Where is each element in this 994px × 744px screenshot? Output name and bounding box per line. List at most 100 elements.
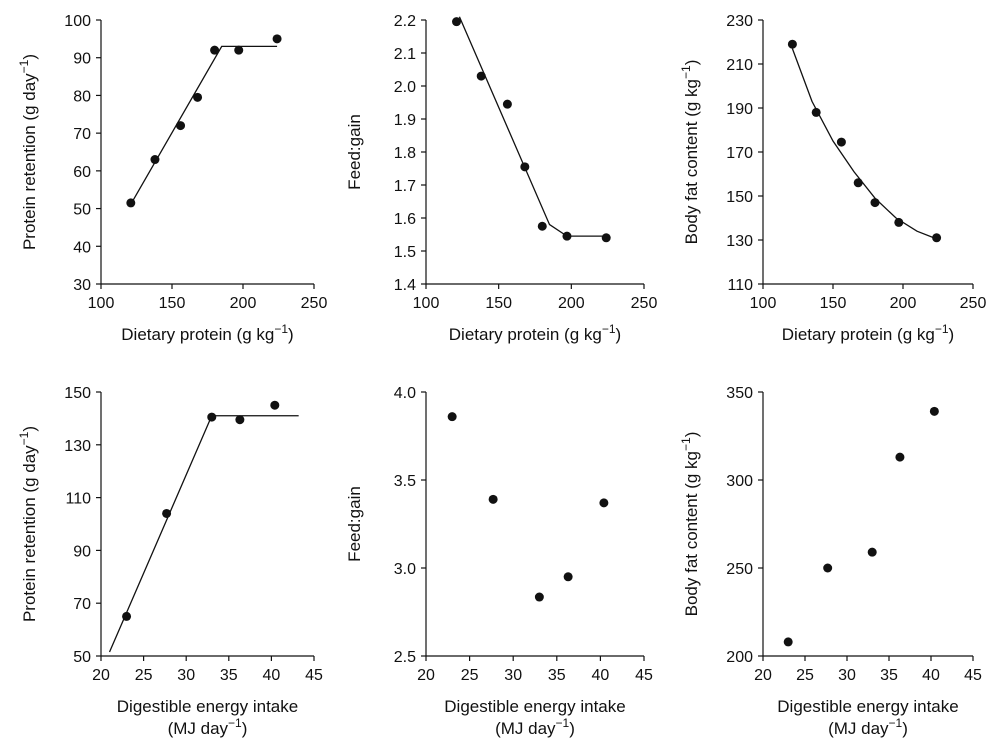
- y-tick-label: 2.5: [394, 649, 416, 666]
- x-tick-label: 45: [964, 667, 982, 684]
- y-axis-title-exponent: −1: [17, 431, 31, 445]
- y-tick-label: 130: [64, 438, 91, 455]
- chart-panel-3: 100 150 200 250 110 130 150 170 190 210 230 Dietary…: [679, 13, 986, 344]
- x-tick-label: 25: [796, 667, 814, 684]
- y-axis-title-exponent: −1: [17, 59, 31, 73]
- data-point: [488, 494, 498, 504]
- y-tick-label: 2.0: [394, 79, 416, 96]
- data-point: [783, 637, 793, 647]
- y-tick-label: 1.9: [394, 112, 416, 129]
- y-tick-label: 200: [726, 649, 753, 666]
- data-point: [599, 498, 609, 508]
- x-tick-label: 200: [890, 295, 917, 312]
- x-axis-title-text: Dietary protein (g kg: [782, 325, 935, 344]
- y-tick-label: 1.4: [394, 277, 416, 294]
- x-tick-label: 35: [880, 667, 898, 684]
- fit-line: [791, 48, 937, 240]
- data-point: [270, 400, 280, 410]
- y-tick-label: 230: [726, 13, 753, 30]
- y-axis-title-text: Body fat content (g kg: [682, 451, 701, 616]
- y-tick-label: 30: [73, 277, 91, 294]
- y-tick-label: 50: [73, 202, 91, 219]
- x-axis-title-exponent: −1: [935, 322, 949, 336]
- x-axis-title: Digestible energy intake: [117, 697, 298, 716]
- data-point: [452, 17, 462, 27]
- x-axis-title-line2-exponent: −1: [228, 716, 242, 730]
- x-tick-label: 30: [838, 667, 856, 684]
- x-tick-label: 200: [558, 295, 585, 312]
- data-point: [162, 508, 172, 518]
- x-axis-title-line2: (MJ day−1): [495, 716, 575, 738]
- y-axis-title-text: Body fat content (g kg: [682, 79, 701, 244]
- x-tick-label: 40: [592, 667, 610, 684]
- x-tick-label: 250: [960, 295, 987, 312]
- data-point: [476, 71, 486, 81]
- data-point: [894, 217, 904, 227]
- data-point: [235, 415, 245, 425]
- chart-panel-2: 100 150 200 250 1.4 1.5 1.6 1.7 1.8 1.9 2.0 2.1 2.2 D…: [345, 13, 657, 344]
- data-point: [193, 92, 203, 102]
- x-axis-title-line2-exponent: −1: [556, 716, 570, 730]
- y-tick-label: 150: [64, 385, 91, 402]
- x-axis-title-text: Dietary protein (g kg: [121, 325, 274, 344]
- data-point: [534, 592, 544, 602]
- x-tick-label: 150: [159, 295, 186, 312]
- x-axis-title-exponent: −1: [274, 322, 288, 336]
- x-axis-title-line2: (MJ day−1): [168, 716, 248, 738]
- y-tick-label: 80: [73, 88, 91, 105]
- x-tick-label: 250: [631, 295, 658, 312]
- y-tick-label: 130: [726, 233, 753, 250]
- data-point: [126, 198, 136, 208]
- y-tick-label: 3.0: [394, 561, 416, 578]
- y-axis-title-text: Protein retention (g day: [20, 73, 39, 250]
- x-tick-label: 45: [635, 667, 653, 684]
- data-point: [210, 45, 220, 55]
- y-tick-label: 90: [73, 543, 91, 560]
- x-axis-title: Dietary protein (g kg−1): [449, 322, 621, 344]
- x-axis-title-line2-close: ): [569, 719, 575, 738]
- x-tick-label: 250: [301, 295, 328, 312]
- data-point: [811, 107, 821, 117]
- x-axis-title: Dietary protein (g kg−1): [782, 322, 954, 344]
- y-tick-label: 1.5: [394, 244, 416, 261]
- x-tick-label: 20: [92, 667, 110, 684]
- y-tick-label: 350: [726, 385, 753, 402]
- chart-panel-1: 100 150 200 250 30 40 50 60 70 80 90 100 Dietary pro…: [17, 13, 327, 344]
- x-axis-title-close: ): [616, 325, 622, 344]
- y-tick-label: 4.0: [394, 385, 416, 402]
- x-tick-label: 100: [750, 295, 777, 312]
- x-axis-title-line2-exponent: −1: [889, 716, 903, 730]
- x-axis-title-text: Digestible energy intake: [444, 697, 625, 716]
- y-tick-label: 3.5: [394, 473, 416, 490]
- x-tick-label: 20: [417, 667, 435, 684]
- x-tick-label: 30: [177, 667, 195, 684]
- data-point: [787, 39, 797, 49]
- y-axis-title: Protein retention (g day−1): [17, 426, 39, 622]
- x-tick-label: 25: [461, 667, 479, 684]
- x-tick-label: 45: [305, 667, 323, 684]
- data-point: [520, 162, 530, 172]
- y-axis-title-close: ): [20, 54, 39, 60]
- chart-panel-5: 20 25 30 35 40 45 2.5 3.0 3.5 4.0 Digestible energ…: [345, 385, 653, 738]
- x-tick-label: 35: [548, 667, 566, 684]
- x-tick-label: 25: [135, 667, 153, 684]
- y-tick-label: 110: [65, 491, 91, 508]
- y-tick-label: 190: [726, 101, 753, 118]
- data-point: [150, 155, 160, 165]
- data-point: [176, 121, 186, 131]
- y-axis-title-close: ): [682, 432, 701, 438]
- x-tick-label: 100: [413, 295, 440, 312]
- x-tick-label: 20: [754, 667, 772, 684]
- data-point: [870, 198, 880, 208]
- data-point: [447, 412, 457, 422]
- y-tick-label: 170: [726, 145, 753, 162]
- y-axis-title-text: Feed:gain: [345, 486, 364, 562]
- x-axis-title-line2-close: ): [242, 719, 248, 738]
- chart-panel-6: 20 25 30 35 40 45 200 250 300 350 Digestible energ…: [679, 385, 982, 738]
- x-axis-title-exponent: −1: [602, 322, 616, 336]
- y-tick-label: 70: [73, 126, 91, 143]
- y-tick-label: 60: [73, 164, 91, 181]
- x-axis-title-text: Digestible energy intake: [117, 697, 298, 716]
- y-axis-title-exponent: −1: [679, 437, 693, 451]
